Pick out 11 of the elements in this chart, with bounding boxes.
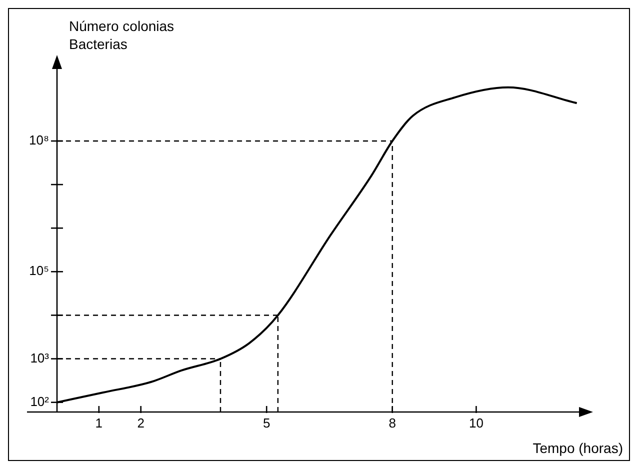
y-tick-label: 10⁵ xyxy=(29,263,49,278)
x-tick-label: 5 xyxy=(262,415,270,430)
x-tick-label: 2 xyxy=(137,415,144,430)
y-axis-title: Número colonias Bacterias xyxy=(69,17,176,53)
x-tick-label: 8 xyxy=(388,415,396,430)
y-tick-label: 10⁸ xyxy=(29,132,49,148)
x-tick-label: 1 xyxy=(95,415,103,430)
x-axis-title: Tempo (horas) xyxy=(532,440,623,456)
x-tick-label: 10 xyxy=(468,415,484,430)
y-tick-label: 10² xyxy=(30,394,50,409)
y-tick-label: 10³ xyxy=(30,350,50,366)
